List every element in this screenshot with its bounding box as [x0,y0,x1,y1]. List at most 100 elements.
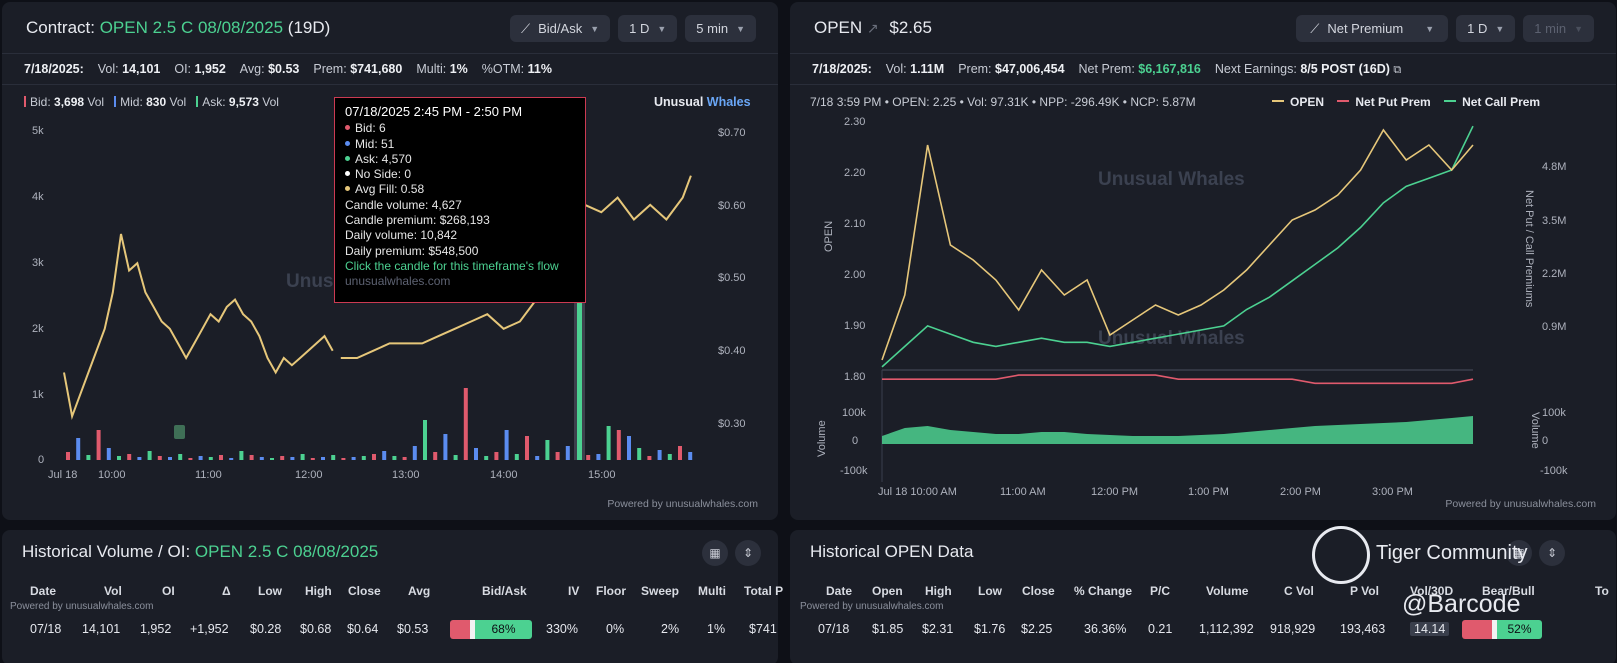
stat-oi: OI: 1,952 [174,62,226,76]
candle-tooltip: 07/18/2025 2:45 PM - 2:50 PM Bid: 6 Mid:… [334,97,586,303]
x-axis: Jul 18 10:00 11:00 12:00 13:00 14:00 15:… [48,469,616,481]
volume-bar [127,454,132,460]
volume-bar [474,448,478,460]
tick-label: 0 [1542,435,1548,447]
tick-label: -100k [1540,465,1568,477]
col-iv: IV [568,584,580,598]
chevron-down-icon: ▼ [657,23,667,34]
volume-bar [678,446,682,460]
stat-next-earnings[interactable]: Next Earnings: 8/5 POST (16D) ⧉ [1214,61,1402,76]
volume-bar [76,438,81,460]
chevron-down-icon: ▼ [1425,23,1435,34]
powered-by[interactable]: Powered by unusualwhales.com [607,498,758,510]
net-call-prem-line [881,125,1474,368]
col-vol: Vol [104,584,122,598]
volume-bar [443,434,448,460]
volume-bar [525,436,529,460]
left-axis-label: OPEN [823,221,835,252]
volume-bar [586,455,591,460]
powered-by[interactable]: Powered by unusualwhales.com [1445,498,1596,510]
volume-bar [321,457,325,460]
table-icon[interactable]: ▦ [702,540,728,566]
tick-label: 2.00 [844,269,865,281]
col-cvol: C Vol [1284,584,1314,598]
volume-bar [382,451,387,460]
col-avg: Avg [408,584,431,598]
tick-label: 12:00 [295,469,323,481]
volume-bar [219,455,223,460]
stat-prem: Prem: $47,006,454 [958,62,1065,76]
volume-bar [565,446,570,460]
contract-chart-panel: Contract: OPEN 2.5 C 08/08/2025 (19D) ⟋ B… [2,2,778,520]
ticker-chart[interactable]: 2.30 2.20 2.10 2.00 1.90 1.80 OPEN 4.8M … [790,112,1616,512]
ticker-legend: OPEN Net Put Prem Net Call Prem [1272,95,1540,109]
tooltip-site: unusualwhales.com [345,274,451,289]
volume-bar [596,454,601,460]
bid-mid-ask-legend: Bid: 3,698 Vol Mid: 830 Vol Ask: 9,573 V… [24,95,279,109]
volume-bar [555,452,560,460]
powered-by: Powered by unusualwhales.com [800,601,944,612]
historical-ticker-panel: Historical OPEN Data ▦ ⇕ [790,530,1616,663]
contract-controls: ⟋ Bid/Ask ▼ 1 D ▼ 5 min ▼ [510,15,756,42]
tick-label: 12:00 PM [1091,486,1138,498]
stat-prem: Prem: $741,680 [313,62,403,76]
historical-ticker-title: Historical OPEN Data [810,542,974,561]
col-floor: Floor [596,584,626,598]
stat-otm: %OTM: 11% [481,62,552,76]
tooltip-daily-premium: Daily premium: $548,500 [345,243,479,258]
tick-label: $0.60 [718,200,746,212]
author-handle: @Barcode [1402,590,1521,618]
flag-icon [174,425,185,439]
volume-bar [514,454,519,460]
volume-bar [688,452,693,460]
tooltip-time: 07/18/2025 2:45 PM - 2:50 PM [345,104,523,119]
contract-name[interactable]: OPEN 2.5 C 08/08/2025 [99,17,284,37]
x-axis: Jul 18 10:00 AM 11:00 AM 12:00 PM 1:00 P… [878,486,1413,498]
tick-label: 4.8M [1542,161,1566,173]
tick-label: Jul 18 [48,469,77,481]
tick-label: 4k [32,191,44,203]
stat-vol: Vol: 1.11M [885,62,945,76]
interval-dropdown[interactable]: 5 min ▼ [685,15,756,42]
stat-date: 7/18/2025: [24,62,84,76]
col-oi: OI [162,584,175,598]
volume-bar [412,446,417,460]
collapse-icon[interactable]: ⇕ [1539,540,1565,566]
metric-dropdown[interactable]: ⟋ Net Premium ▼ [1296,15,1449,42]
ticker-stats: 7/18/2025: Vol: 1.11M Prem: $47,006,454 … [790,54,1616,85]
col-close: Close [348,584,381,598]
volume-bar [157,456,162,460]
left-axis: 5k 4k 3k 2k 1k 0 [32,125,44,466]
chart-type-dropdown[interactable]: ⟋ Bid/Ask ▼ [510,15,611,42]
price-premium-lines [881,125,1474,385]
col-vol30d: Vol/30D [1410,584,1454,598]
tick-label: 14:00 [490,469,518,481]
tick-label: 15:00 [588,469,616,481]
volume-bar [147,451,152,460]
volume-bar [239,451,244,460]
volume-bar [616,430,621,460]
table-icon[interactable]: ▦ [1506,540,1532,566]
col-pvol: P Vol [1350,584,1379,598]
range-dropdown[interactable]: 1 D ▼ [1456,15,1516,42]
historical-volume-panel: Historical Volume / OI: OPEN 2.5 C 08/08… [2,530,778,663]
volume-area-path [882,416,1473,444]
tooltip-cta: Click the candle for this timeframe's fl… [345,258,559,273]
tick-label: 11:00 AM [1000,486,1046,498]
external-link-icon: ⧉ [1393,63,1402,76]
ticker-header: OPEN ↗ $2.65 [790,2,1616,54]
right-axis: 4.8M 3.5M 2.2M 0.9M [1542,161,1566,333]
range-dropdown[interactable]: 1 D ▼ [618,15,678,42]
volume-bar [341,458,346,460]
volume-bar [494,452,499,460]
tooltip-mid: Mid: 51 [345,137,575,152]
volume-bar [545,440,550,460]
tick-label: 3.5M [1542,215,1566,227]
collapse-icon[interactable]: ⇕ [735,540,761,566]
volume-bar [667,454,672,460]
volume-bar [657,450,662,460]
volume-bars [66,388,693,460]
volume-bar [463,388,468,460]
tick-label: 100k [1542,407,1566,419]
tick-label: 2:00 PM [1280,486,1321,498]
